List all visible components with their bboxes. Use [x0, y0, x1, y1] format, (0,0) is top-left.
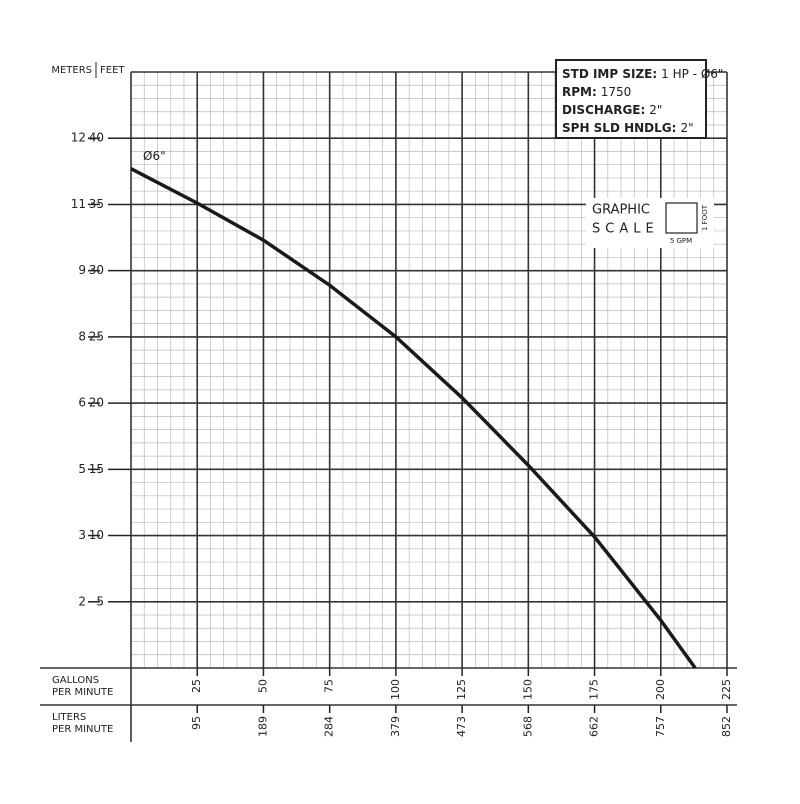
y-left-tick-label: 12 [71, 131, 86, 145]
x2-label: LITERS PER MINUTE [52, 712, 113, 735]
x-tick-label: 225 [720, 679, 733, 700]
x2-tick-label: 852 [720, 716, 733, 737]
y-left-tick-label: 11 [71, 197, 86, 211]
x-tick-label: 50 [256, 679, 269, 693]
info-key: STD IMP SIZE: [562, 67, 657, 81]
pump-curve [130, 167, 697, 670]
scale-subtitle: SCALE [592, 222, 659, 237]
x-tick-label: 125 [455, 679, 468, 700]
x2-tick-label: 662 [588, 716, 601, 737]
x2-tick-label: 95 [190, 716, 203, 730]
y-tick-label: 5 [96, 594, 104, 608]
y-label: FEET [100, 65, 125, 76]
x-tick-label: 150 [521, 679, 534, 700]
info-line: DISCHARGE: 2" [562, 103, 662, 117]
scale-title: GRAPHIC [592, 203, 650, 218]
x2-tick-label: 284 [323, 716, 336, 737]
y-left-tick-label: 5 [78, 462, 86, 476]
info-value: 2" [680, 121, 693, 135]
info-value: 2" [649, 103, 662, 117]
info-line: STD IMP SIZE: 1 HP - Ø6" [562, 67, 723, 81]
y-left-tick-label: 2 [78, 594, 86, 608]
x-tick-label: 100 [389, 679, 402, 700]
x-label: GALLONS PER MINUTE [52, 675, 113, 698]
x2-tick-label: 757 [654, 716, 667, 737]
y-left-tick-label: 3 [78, 528, 86, 542]
x2-tick-label: 568 [521, 716, 534, 737]
y-label-left: METERS [51, 65, 92, 76]
x-tick-label: 175 [588, 679, 601, 700]
info-value: 1 HP - Ø6" [661, 67, 723, 81]
x2-tick-label: 473 [455, 716, 468, 737]
x-tick-label: 200 [654, 679, 667, 700]
scale-x-unit: 5 GPM [670, 237, 692, 245]
x2-tick-label: 379 [389, 716, 402, 737]
x-tick-label: 75 [323, 679, 336, 693]
scale-y-unit: 1 FOOT [701, 204, 709, 231]
info-key: DISCHARGE: [562, 103, 645, 117]
y-left-tick-label: 6 [78, 396, 86, 410]
y-left-tick-label: 9 [78, 263, 86, 277]
info-line: RPM: 1750 [562, 85, 631, 99]
info-key: SPH SLD HNDLG: [562, 121, 676, 135]
y-left-tick-label: 8 [78, 329, 86, 343]
info-value: 1750 [601, 85, 632, 99]
x2-tick-label: 189 [256, 716, 269, 737]
info-key: RPM: [562, 85, 597, 99]
info-box [555, 59, 707, 139]
curve-label: Ø6" [143, 149, 166, 163]
scale-square [665, 202, 698, 234]
x-tick-label: 25 [190, 679, 203, 693]
info-line: SPH SLD HNDLG: 2" [562, 121, 694, 135]
